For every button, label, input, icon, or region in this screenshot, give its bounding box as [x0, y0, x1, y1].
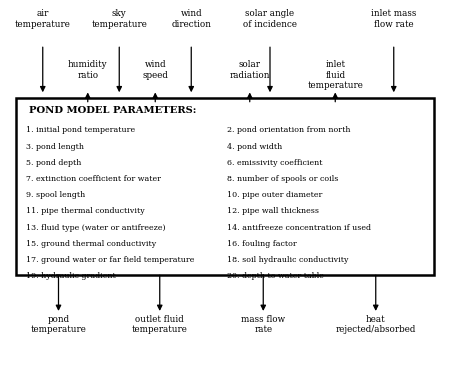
Text: solar
radiation: solar radiation [230, 60, 270, 80]
Text: 2. pond orientation from north: 2. pond orientation from north [227, 126, 351, 134]
Text: 17. ground water or far field temperature: 17. ground water or far field temperatur… [26, 256, 194, 264]
Text: sky
temperature: sky temperature [91, 9, 147, 29]
Text: 14. antifreeze concentration if used: 14. antifreeze concentration if used [227, 224, 371, 231]
Text: 10. pipe outer diameter: 10. pipe outer diameter [227, 191, 323, 199]
Text: 19. hydraulic gradient: 19. hydraulic gradient [26, 272, 115, 280]
Text: 4. pond width: 4. pond width [227, 143, 283, 150]
Text: 11. pipe thermal conductivity: 11. pipe thermal conductivity [26, 207, 144, 215]
Text: mass flow
rate: mass flow rate [241, 315, 285, 334]
Text: 7. extinction coefficient for water: 7. extinction coefficient for water [26, 175, 161, 183]
Text: humidity
ratio: humidity ratio [68, 60, 108, 80]
Bar [16, 98, 434, 275]
Text: 15. ground thermal conductivity: 15. ground thermal conductivity [26, 240, 156, 248]
Text: outlet fluid
temperature: outlet fluid temperature [132, 315, 188, 334]
Text: heat
rejected/absorbed: heat rejected/absorbed [336, 315, 416, 334]
Text: 13. fluid type (water or antifreeze): 13. fluid type (water or antifreeze) [26, 224, 165, 231]
Text: 5. pond depth: 5. pond depth [26, 159, 81, 167]
Text: wind
speed: wind speed [142, 60, 168, 80]
Text: 8. number of spools or coils: 8. number of spools or coils [227, 175, 338, 183]
Text: wind
direction: wind direction [171, 9, 211, 29]
Text: pond
temperature: pond temperature [31, 315, 86, 334]
Text: 3. pond length: 3. pond length [26, 143, 84, 150]
Text: 9. spool length: 9. spool length [26, 191, 85, 199]
Text: 6. emissivity coefficient: 6. emissivity coefficient [227, 159, 323, 167]
Text: inlet
fluid
temperature: inlet fluid temperature [307, 60, 363, 90]
Text: 1. initial pond temperature: 1. initial pond temperature [26, 126, 135, 134]
Text: air
temperature: air temperature [15, 9, 71, 29]
Text: POND MODEL PARAMETERS:: POND MODEL PARAMETERS: [29, 106, 197, 115]
Text: 12. pipe wall thickness: 12. pipe wall thickness [227, 207, 319, 215]
Text: 20. depth to water table: 20. depth to water table [227, 272, 324, 280]
Text: 16. fouling factor: 16. fouling factor [227, 240, 297, 248]
Text: 18. soil hydraulic conductivity: 18. soil hydraulic conductivity [227, 256, 349, 264]
Text: inlet mass
flow rate: inlet mass flow rate [371, 9, 416, 29]
Text: solar angle
of incidence: solar angle of incidence [243, 9, 297, 29]
